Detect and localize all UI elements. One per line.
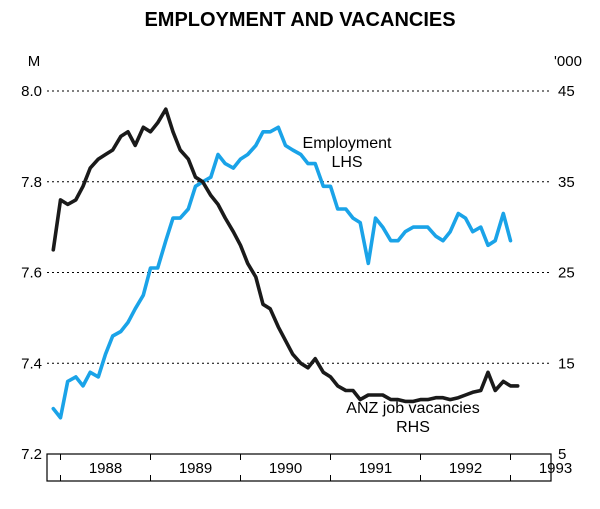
right-tick-label: 35: [558, 174, 575, 191]
employment-label: Employment: [303, 135, 392, 152]
right-tick-label: 15: [558, 355, 575, 372]
x-tick-label: 1993: [539, 460, 572, 477]
chart-title: EMPLOYMENT AND VACANCIES: [144, 9, 455, 31]
left-tick-label: 8.0: [21, 83, 42, 100]
employment-line: [51, 125, 513, 420]
x-tick-label: 1989: [179, 460, 212, 477]
x-tick-label: 1992: [449, 460, 482, 477]
left-tick-label: 7.4: [21, 355, 42, 372]
left-tick-label: 7.8: [21, 174, 42, 191]
right-tick-label: 45: [558, 83, 575, 100]
x-tick-label: 1990: [269, 460, 302, 477]
y-tick-labels: 7.2 7.4 7.6 7.8 8.0 5 15 25 35 45: [21, 83, 575, 463]
vacancies-label-axis: RHS: [396, 419, 430, 436]
right-tick-label: 25: [558, 265, 575, 282]
gridlines: [47, 90, 551, 364]
vacancies-line: [51, 107, 520, 404]
plot-frame: [46, 453, 552, 482]
vacancies-label: ANZ job vacancies: [346, 400, 479, 417]
series-labels: Employment LHS ANZ job vacancies RHS: [303, 135, 480, 436]
series-lines: [51, 107, 520, 420]
x-tick-label: 1988: [89, 460, 122, 477]
employment-label-axis: LHS: [331, 154, 362, 171]
x-axis: 1988 1989 1990 1991 1992 1993: [60, 454, 572, 481]
left-axis-unit: M: [28, 53, 41, 70]
right-axis-unit: '000: [554, 53, 582, 70]
left-tick-label: 7.6: [21, 265, 42, 282]
right-tick-label: 5: [558, 446, 566, 463]
x-tick-label: 1991: [359, 460, 392, 477]
left-tick-label: 7.2: [21, 446, 42, 463]
